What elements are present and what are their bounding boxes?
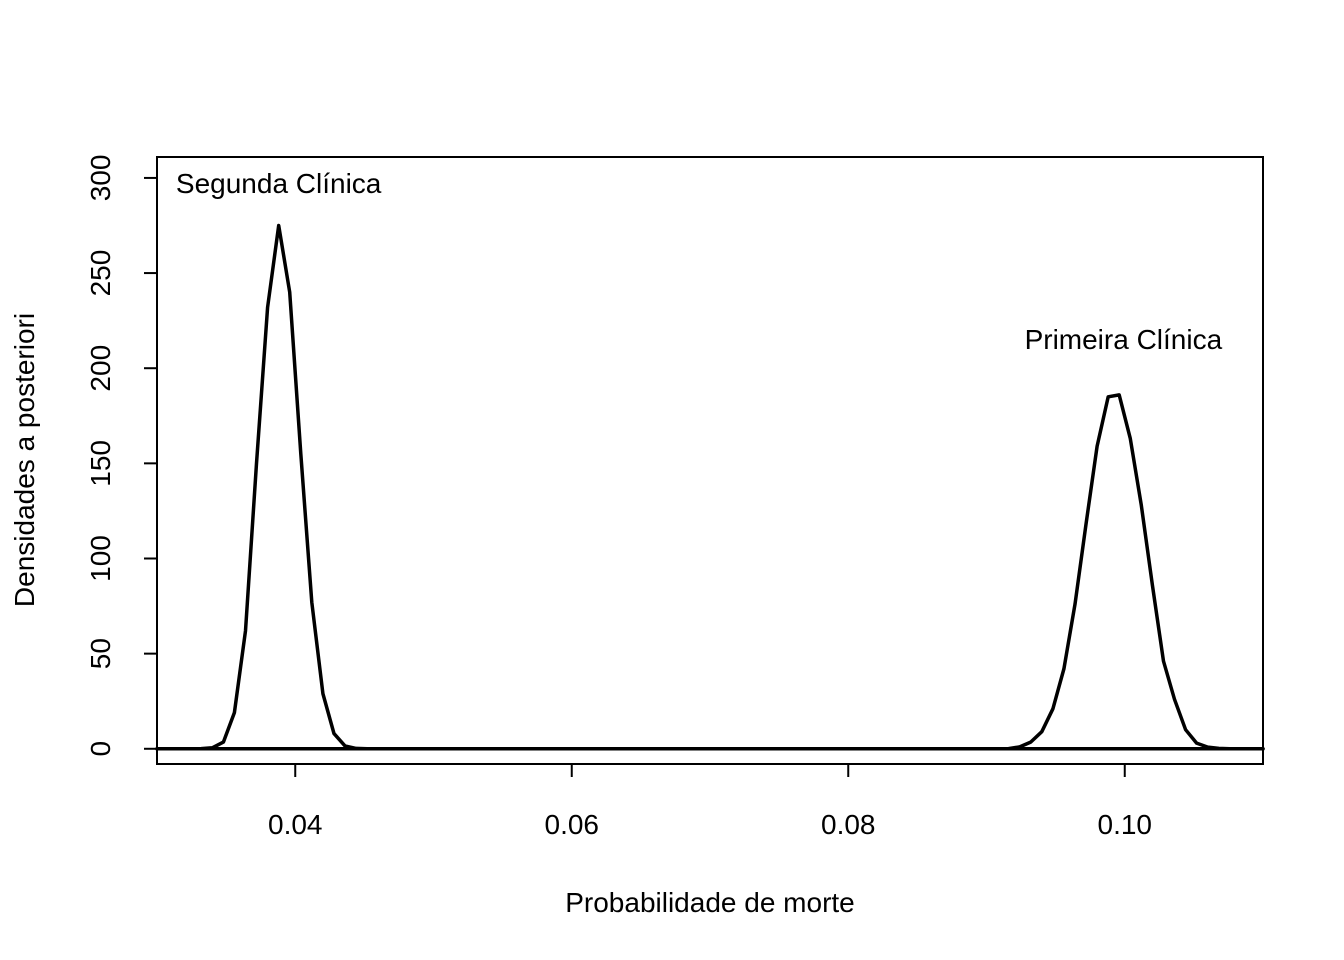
y-tick-label: 50 [85, 638, 116, 669]
y-tick-label: 150 [85, 440, 116, 487]
x-tick-label: 0.06 [545, 809, 600, 840]
y-tick-label: 250 [85, 250, 116, 297]
annotation-layer: Segunda Clínica Primeira Clínica [176, 168, 1223, 355]
series-layer [155, 223, 1265, 751]
x-axis-label: Probabilidade de morte [565, 887, 855, 918]
x-tick-label: 0.04 [268, 809, 323, 840]
density-curve-2 [155, 393, 1265, 751]
curve-annotation: Segunda Clínica [176, 168, 382, 199]
x-axis: 0.04 0.06 0.08 0.10 [268, 763, 1153, 840]
x-tick-label: 0.10 [1098, 809, 1153, 840]
y-tick-label: 0 [85, 741, 116, 757]
y-tick-label: 300 [85, 155, 116, 202]
density-curve-1 [155, 223, 1265, 751]
y-tick-label: 200 [85, 345, 116, 392]
x-tick-label: 0.08 [821, 809, 876, 840]
y-axis: 0 50 100 150 200 250 300 [85, 155, 158, 757]
plot-frame [156, 156, 1264, 765]
y-axis-label: Densidades a posteriori [9, 313, 40, 607]
curve-annotation: Primeira Clínica [1025, 324, 1223, 355]
y-tick-label: 100 [85, 535, 116, 582]
